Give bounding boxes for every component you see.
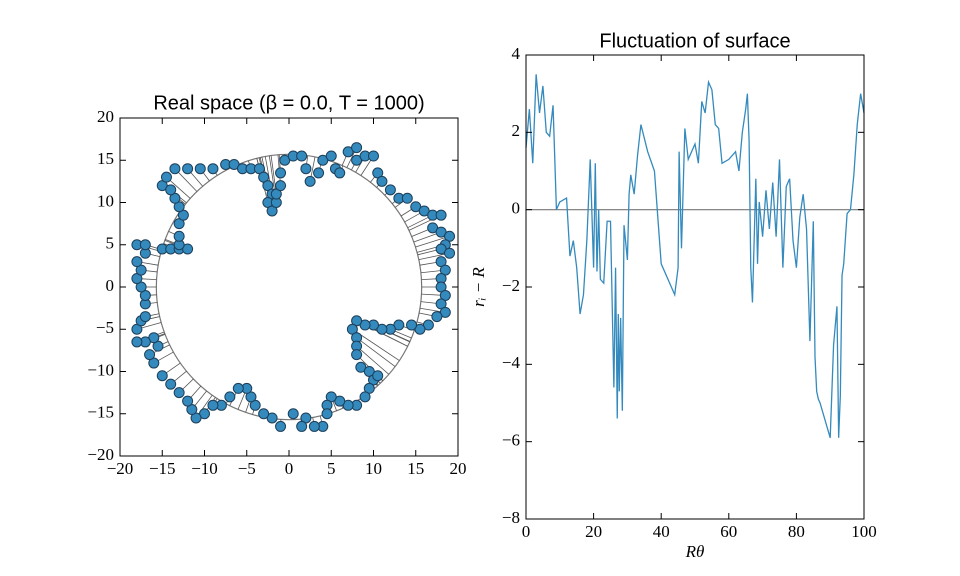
y-tick-label: 0 (512, 199, 521, 218)
x-tick-label: 0 (522, 522, 531, 541)
point (144, 349, 156, 361)
point (139, 311, 151, 323)
point (182, 163, 194, 175)
point (406, 319, 418, 331)
x-tick-label: 100 (851, 522, 877, 541)
y-tick-label: 15 (97, 149, 114, 168)
radial-segment (415, 235, 450, 248)
x-tick-label: −5 (238, 459, 256, 478)
x-tick-label: −15 (149, 459, 176, 478)
point (165, 184, 177, 196)
data-line (525, 74, 865, 438)
x-tick-label: 15 (407, 459, 424, 478)
x-tick-label: 0 (285, 459, 294, 478)
point (173, 230, 185, 242)
point (287, 408, 299, 420)
x-tick-label: 10 (365, 459, 382, 478)
point (194, 163, 206, 175)
y-tick-label: 20 (97, 107, 114, 126)
point (258, 408, 270, 420)
point (351, 349, 363, 361)
point (368, 150, 379, 162)
point (131, 336, 143, 348)
point (351, 142, 363, 154)
point (224, 391, 236, 403)
point (359, 391, 371, 403)
point (304, 175, 316, 187)
point (376, 175, 388, 187)
y-tick-label: −5 (96, 318, 114, 337)
radial-segment (356, 337, 396, 367)
x-axis-label: Rθ (685, 542, 705, 561)
chart-title: Real space (β = 0.0, T = 1000) (153, 92, 424, 114)
x-tick-label: 20 (585, 522, 602, 541)
point (169, 163, 181, 175)
point (207, 163, 219, 175)
point (334, 167, 346, 179)
y-tick-label: −2 (502, 276, 520, 295)
y-tick-label: 4 (512, 44, 521, 63)
point (275, 420, 287, 432)
point (313, 167, 325, 179)
y-tick-label: 5 (106, 234, 115, 253)
point (300, 163, 312, 175)
y-tick-label: 0 (106, 276, 115, 295)
point (232, 382, 244, 394)
point (182, 395, 194, 407)
point (156, 370, 168, 382)
point (165, 378, 177, 390)
point (296, 420, 308, 432)
point (321, 408, 333, 420)
x-tick-label: 20 (450, 459, 467, 478)
radial-segment (356, 345, 390, 375)
point (275, 167, 287, 179)
point (131, 256, 143, 268)
point (160, 171, 172, 183)
x-tick-label: −20 (107, 459, 134, 478)
point (384, 184, 396, 196)
point (431, 311, 443, 323)
x-tick-label: 5 (327, 459, 336, 478)
point (308, 420, 320, 432)
x-tick-label: 60 (720, 522, 737, 541)
y-axis-label: rᵢ − R (469, 267, 488, 307)
y-tick-label: −10 (87, 360, 114, 379)
y-tick-label: −15 (87, 403, 114, 422)
y-tick-label: 2 (512, 121, 521, 140)
point (444, 247, 456, 259)
y-tick-label: −20 (87, 445, 114, 464)
point (401, 192, 413, 204)
point (325, 150, 337, 162)
y-tick-label: 10 (97, 191, 114, 210)
chart-title: Fluctuation of surface (599, 30, 790, 52)
point (173, 387, 185, 399)
point (435, 209, 447, 221)
point (139, 239, 151, 251)
plot-frame (525, 54, 865, 520)
point (372, 370, 384, 382)
x-tick-label: −10 (191, 459, 218, 478)
y-tick-label: −8 (502, 508, 520, 527)
y-tick-label: −6 (502, 431, 520, 450)
y-tick-label: −4 (502, 353, 521, 372)
x-tick-label: 80 (788, 522, 805, 541)
point (275, 180, 287, 192)
point (207, 399, 219, 411)
x-tick-label: 40 (653, 522, 670, 541)
point (296, 150, 308, 162)
